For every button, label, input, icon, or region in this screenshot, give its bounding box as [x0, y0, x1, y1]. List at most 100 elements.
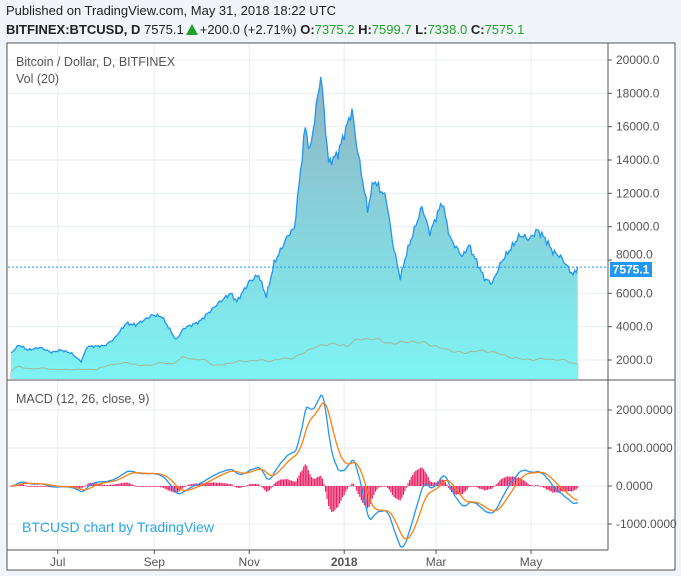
macd-histogram-bar — [270, 486, 272, 489]
macd-histogram-bar — [267, 486, 269, 492]
macd-histogram-bar — [158, 486, 160, 487]
macd-histogram-bar — [503, 477, 506, 486]
macd-histogram-bar — [82, 486, 84, 488]
macd-histogram-bar — [472, 486, 475, 487]
macd-histogram-bar — [35, 486, 37, 487]
macd-histogram-bar — [502, 478, 504, 486]
macd-histogram-bar — [206, 482, 208, 486]
macd-histogram-bar — [128, 483, 130, 486]
macd-histogram-bar — [186, 485, 188, 487]
macd-histogram-bar — [418, 468, 420, 486]
price-axis-label: 10000.0 — [616, 220, 660, 234]
macd-histogram-bar — [531, 485, 534, 487]
macd-histogram-bar — [435, 482, 437, 486]
macd-histogram-bar — [421, 467, 423, 486]
macd-histogram-bar — [261, 486, 263, 487]
macd-histogram-bar — [287, 479, 289, 486]
macd-axis-label: 0.0000 — [616, 479, 653, 493]
macd-histogram-bar — [438, 480, 440, 486]
macd-histogram-bar — [479, 486, 481, 489]
macd-histogram-bar — [519, 478, 521, 486]
macd-histogram-bar — [176, 486, 179, 493]
volume-ma-line — [10, 337, 578, 372]
price-pane-title: Bitcoin / Dollar, D, BITFINEX — [16, 55, 176, 69]
macd-histogram-bar — [254, 483, 257, 486]
macd-histogram-bar — [46, 486, 48, 487]
macd-histogram-bar — [351, 483, 353, 486]
macd-histogram-bar — [552, 486, 554, 493]
macd-histogram-bar — [376, 486, 378, 490]
macd-histogram-bar — [296, 478, 299, 486]
macd-histogram-bar — [570, 486, 573, 492]
macd-histogram-bar — [189, 484, 191, 486]
macd-histogram-bar — [379, 486, 381, 488]
macd-histogram-bar — [410, 477, 412, 486]
macd-histogram-bar — [309, 474, 311, 486]
macd-histogram-bar — [337, 486, 339, 508]
macd-histogram-bar — [533, 485, 535, 487]
macd-histogram-bar — [164, 486, 166, 489]
macd-histogram-bar — [427, 477, 429, 486]
symbol-label: BITFINEX:BTCUSD, D — [6, 22, 141, 37]
macd-histogram-bar — [488, 486, 490, 490]
macd-histogram-bar — [236, 486, 238, 488]
macd-histogram-bar — [192, 483, 194, 486]
macd-histogram-bar — [300, 472, 302, 486]
macd-histogram-bar — [460, 486, 462, 495]
macd-histogram-bar — [243, 486, 246, 487]
macd-histogram-bar — [245, 485, 247, 487]
macd-histogram-bar — [348, 486, 350, 487]
macd-histogram-bar — [205, 482, 207, 486]
macd-histogram-bar — [398, 486, 400, 500]
macd-histogram-bar — [452, 486, 454, 494]
macd-histogram-bar — [162, 486, 165, 488]
close-label: C: — [470, 22, 485, 37]
macd-histogram-bar — [401, 486, 403, 499]
macd-histogram-bar — [374, 486, 376, 492]
macd-histogram-bar — [315, 477, 317, 486]
macd-histogram-bar — [307, 470, 309, 486]
watermark[interactable]: BTCUSD chart by TradingView — [22, 519, 215, 535]
macd-histogram-bar — [497, 482, 499, 486]
macd-histogram-bar — [466, 486, 468, 490]
macd-histogram-bar — [268, 486, 271, 491]
time-axis-label: Nov — [239, 555, 260, 569]
macd-histogram-bar — [36, 486, 39, 487]
macd-histogram-bar — [352, 483, 355, 486]
macd-histogram-bar — [343, 486, 345, 496]
macd-histogram-bar — [563, 486, 565, 492]
macd-histogram-bar — [187, 484, 190, 486]
macd-histogram-bar — [426, 474, 428, 486]
macd-histogram-bar — [105, 485, 107, 486]
macd-histogram-bar — [419, 467, 422, 486]
macd-histogram-bar — [108, 484, 110, 486]
macd-histogram-bar — [454, 486, 456, 495]
macd-histogram-bar — [457, 486, 459, 495]
price-axis-label: 2000.0 — [616, 353, 653, 367]
macd-histogram-bar — [114, 484, 116, 486]
macd-histogram-bar — [220, 482, 222, 486]
macd-histogram-bar — [279, 479, 281, 486]
macd-histogram-bar — [262, 486, 264, 489]
macd-histogram-bar — [289, 480, 291, 486]
macd-histogram-bar — [310, 476, 313, 486]
macd-histogram-bar — [156, 486, 158, 487]
macd-histogram-bar — [265, 486, 267, 492]
macd-histogram-bar — [166, 486, 168, 490]
macd-histogram-bar — [161, 486, 163, 488]
macd-histogram-bar — [471, 486, 473, 487]
macd-histogram-bar — [138, 486, 140, 487]
macd-histogram-bar — [47, 486, 49, 487]
macd-histogram-bar — [544, 486, 546, 489]
macd-histogram-bar — [547, 486, 549, 490]
macd-histogram-bar — [301, 470, 303, 486]
time-axis-label: May — [520, 555, 543, 569]
volume-bar — [577, 364, 579, 379]
macd-histogram-bar — [475, 486, 478, 487]
up-arrow-icon — [185, 24, 198, 35]
macd-histogram-bar — [446, 484, 448, 486]
macd-histogram-bar — [332, 486, 334, 512]
macd-histogram-bar — [127, 482, 129, 486]
macd-histogram-bar — [443, 479, 445, 486]
